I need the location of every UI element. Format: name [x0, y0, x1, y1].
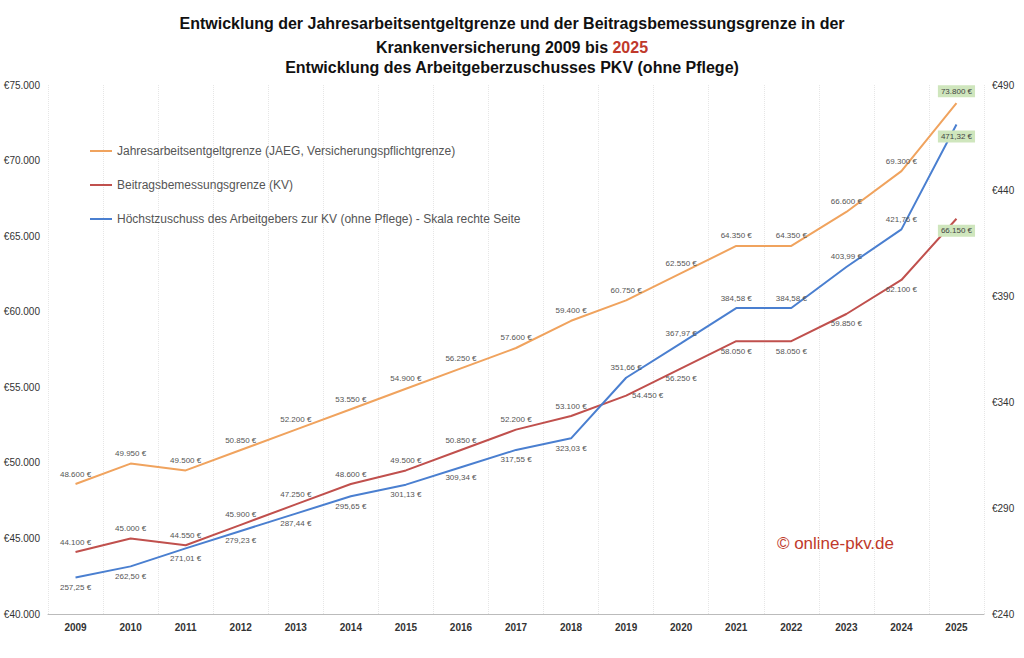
svg-text:403,99 €: 403,99 € — [831, 252, 863, 261]
svg-text:262,50 €: 262,50 € — [115, 572, 147, 581]
svg-text:471,32 €: 471,32 € — [941, 132, 973, 141]
svg-text:2015: 2015 — [395, 622, 418, 633]
svg-text:2018: 2018 — [560, 622, 583, 633]
svg-text:€55.000: €55.000 — [4, 382, 41, 393]
svg-text:€40.000: €40.000 — [4, 609, 41, 620]
svg-text:44.550 €: 44.550 € — [170, 531, 202, 540]
svg-text:47.250 €: 47.250 € — [280, 490, 312, 499]
svg-text:64.350 €: 64.350 € — [776, 231, 808, 240]
svg-text:367,97 €: 367,97 € — [666, 329, 698, 338]
svg-text:2020: 2020 — [670, 622, 693, 633]
svg-text:49.950 €: 49.950 € — [115, 449, 147, 458]
svg-text:€50.000: €50.000 — [4, 457, 41, 468]
svg-text:64.350 €: 64.350 € — [721, 231, 753, 240]
svg-text:2024: 2024 — [890, 622, 913, 633]
svg-text:2017: 2017 — [505, 622, 528, 633]
svg-text:2016: 2016 — [450, 622, 473, 633]
svg-text:66.150 €: 66.150 € — [941, 226, 973, 235]
svg-text:309,34 €: 309,34 € — [445, 473, 477, 482]
svg-text:50.850 €: 50.850 € — [225, 436, 257, 445]
svg-text:2010: 2010 — [119, 622, 142, 633]
svg-text:58.050 €: 58.050 € — [776, 347, 808, 356]
svg-text:© online-pkv.de: © online-pkv.de — [777, 534, 894, 553]
svg-text:60.750 €: 60.750 € — [611, 286, 643, 295]
svg-text:279,23 €: 279,23 € — [225, 536, 257, 545]
svg-text:317,55 €: 317,55 € — [500, 455, 532, 464]
svg-text:2014: 2014 — [340, 622, 363, 633]
svg-text:€440: €440 — [992, 185, 1015, 196]
svg-text:€490: €490 — [992, 80, 1015, 91]
svg-text:59.850 €: 59.850 € — [831, 319, 863, 328]
svg-text:45.900 €: 45.900 € — [225, 510, 257, 519]
svg-text:56.250 €: 56.250 € — [666, 374, 698, 383]
svg-text:271,01 €: 271,01 € — [170, 554, 202, 563]
svg-text:52.200 €: 52.200 € — [280, 415, 312, 424]
svg-text:Höchstzuschuss des Arbeitgeber: Höchstzuschuss des Arbeitgebers zur KV (… — [117, 212, 521, 226]
svg-text:54.900 €: 54.900 € — [390, 374, 422, 383]
svg-text:44.100 €: 44.100 € — [60, 538, 92, 547]
svg-text:2011: 2011 — [175, 622, 197, 633]
svg-text:2012: 2012 — [230, 622, 253, 633]
svg-text:287,44 €: 287,44 € — [280, 519, 312, 528]
svg-text:€45.000: €45.000 — [4, 533, 41, 544]
svg-text:€240: €240 — [992, 609, 1015, 620]
svg-text:Krankenversicherung 2009 bis: Krankenversicherung 2009 bis — [376, 39, 613, 56]
svg-text:2023: 2023 — [835, 622, 858, 633]
svg-text:69.300 €: 69.300 € — [886, 157, 918, 166]
svg-text:2009: 2009 — [64, 622, 87, 633]
svg-text:57.600 €: 57.600 € — [500, 333, 532, 342]
svg-text:Beitragsbemessungsgrenze (KV): Beitragsbemessungsgrenze (KV) — [117, 178, 293, 192]
svg-text:421,76 €: 421,76 € — [886, 215, 918, 224]
svg-text:2021: 2021 — [725, 622, 748, 633]
svg-text:73.800 €: 73.800 € — [941, 87, 973, 96]
svg-text:2013: 2013 — [285, 622, 308, 633]
svg-text:58.050 €: 58.050 € — [721, 347, 753, 356]
svg-text:384,58 €: 384,58 € — [776, 294, 808, 303]
svg-text:€65.000: €65.000 — [4, 231, 41, 242]
svg-text:53.100 €: 53.100 € — [555, 402, 587, 411]
svg-text:48.600 €: 48.600 € — [335, 470, 367, 479]
svg-text:62.550 €: 62.550 € — [666, 259, 698, 268]
svg-text:52.200 €: 52.200 € — [500, 415, 532, 424]
svg-text:2019: 2019 — [615, 622, 638, 633]
svg-text:66.600 €: 66.600 € — [831, 197, 863, 206]
svg-text:50.850 €: 50.850 € — [445, 436, 477, 445]
svg-text:€60.000: €60.000 — [4, 306, 41, 317]
svg-text:Entwicklung der Jahresarbeitse: Entwicklung der Jahresarbeitsentgeltgren… — [179, 15, 844, 32]
svg-text:€75.000: €75.000 — [4, 80, 41, 91]
svg-text:48.600 €: 48.600 € — [60, 470, 92, 479]
svg-text:351,66 €: 351,66 € — [611, 363, 643, 372]
svg-text:49.500 €: 49.500 € — [390, 456, 422, 465]
svg-text:2025: 2025 — [612, 39, 648, 56]
svg-text:€290: €290 — [992, 503, 1015, 514]
svg-text:45.000 €: 45.000 € — [115, 524, 147, 533]
svg-text:€340: €340 — [992, 397, 1015, 408]
svg-text:€390: €390 — [992, 291, 1015, 302]
svg-text:295,65 €: 295,65 € — [335, 502, 367, 511]
svg-text:53.550 €: 53.550 € — [335, 395, 367, 404]
svg-text:56.250 €: 56.250 € — [445, 354, 477, 363]
svg-text:323,03 €: 323,03 € — [555, 444, 587, 453]
svg-text:€70.000: €70.000 — [4, 155, 41, 166]
svg-text:Entwicklung des Arbeitgeberzus: Entwicklung des Arbeitgeberzuschusses PK… — [285, 59, 739, 76]
svg-text:Jahresarbeitsentgeltgrenze (JA: Jahresarbeitsentgeltgrenze (JAEG, Versic… — [117, 144, 455, 158]
svg-text:384,58 €: 384,58 € — [721, 294, 753, 303]
svg-text:49.500 €: 49.500 € — [170, 456, 202, 465]
svg-text:2025: 2025 — [945, 622, 968, 633]
svg-text:301,13 €: 301,13 € — [390, 490, 422, 499]
svg-text:59.400 €: 59.400 € — [555, 306, 587, 315]
svg-text:2022: 2022 — [780, 622, 803, 633]
svg-text:257,25 €: 257,25 € — [60, 583, 92, 592]
svg-text:54.450 €: 54.450 € — [632, 391, 664, 400]
svg-text:62.100 €: 62.100 € — [886, 285, 918, 294]
